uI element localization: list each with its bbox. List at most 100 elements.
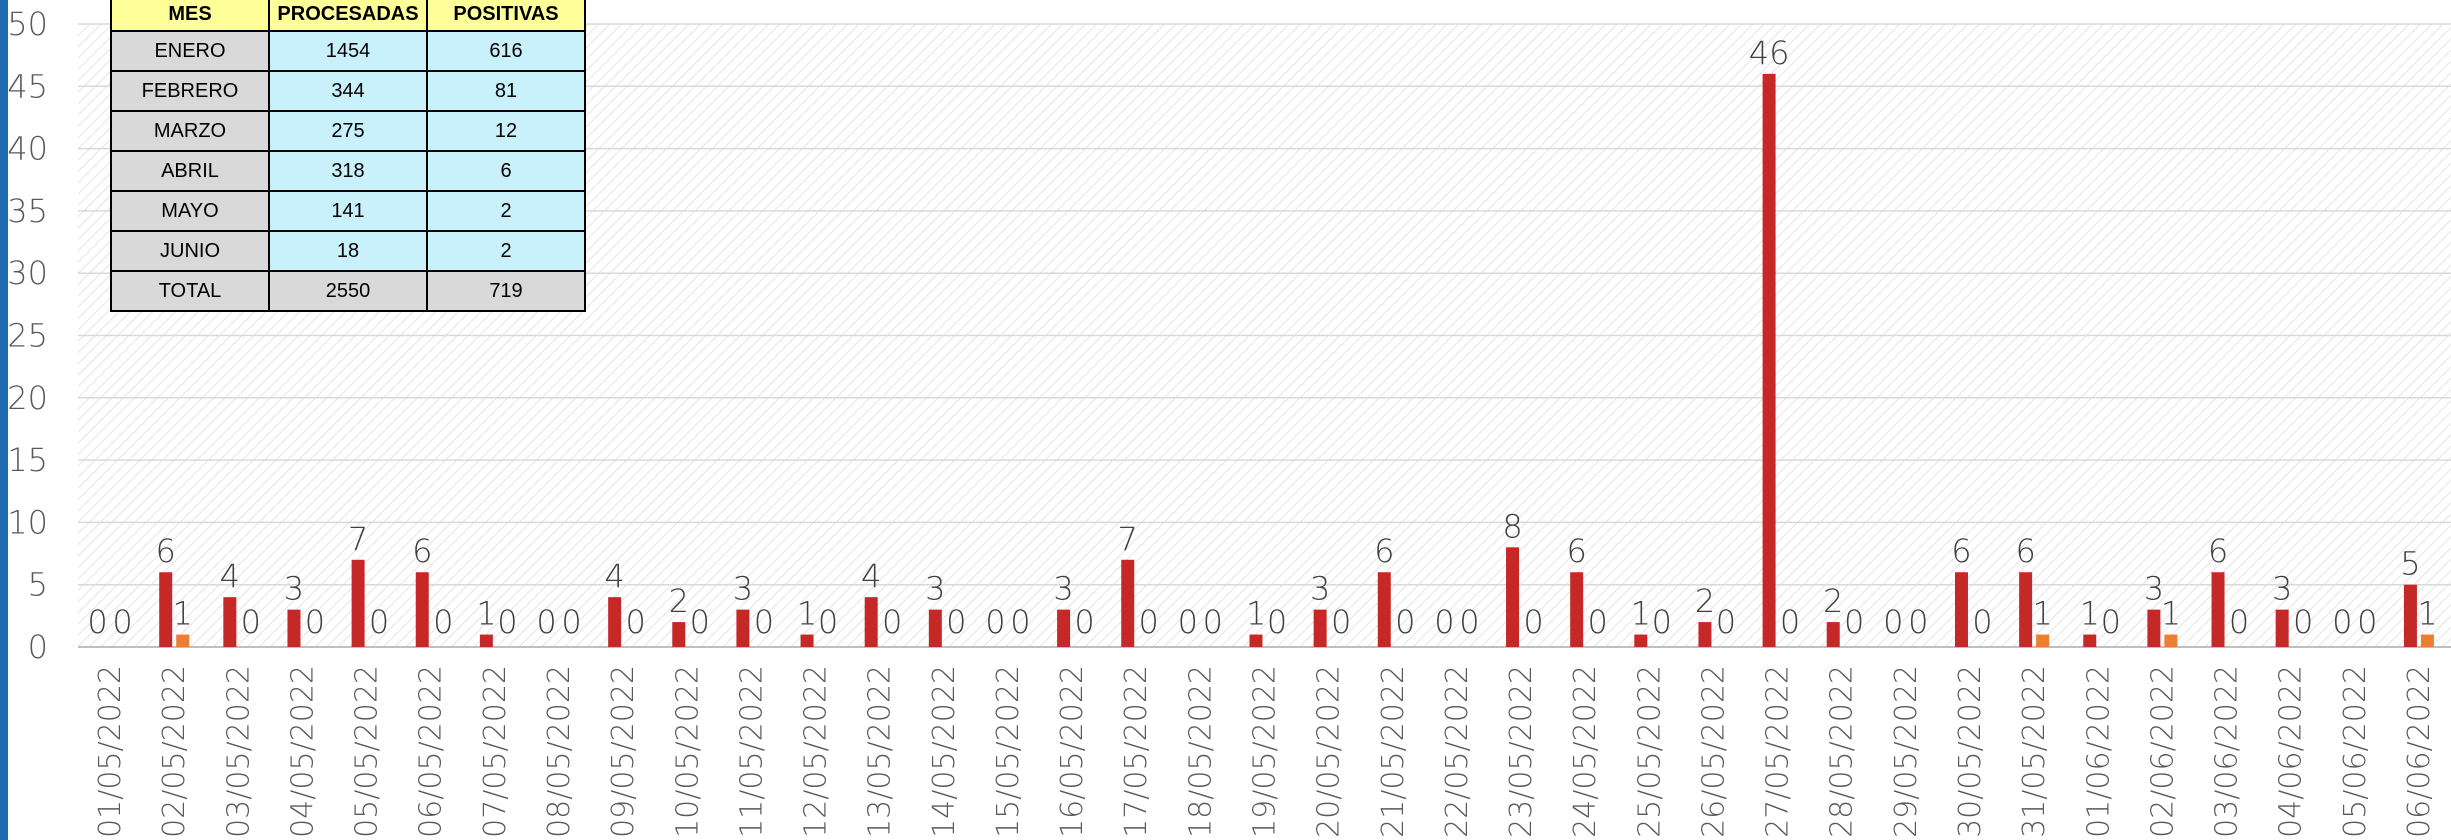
x-tick-label: 18/05/2022 — [1183, 665, 1218, 838]
data-label-series-2: 0 — [1010, 603, 1030, 641]
x-tick-label: 01/06/2022 — [2081, 665, 2116, 838]
data-label-series-1: 3 — [733, 570, 753, 608]
header-processed: PROCESADAS — [268, 0, 428, 32]
month-cell: ENERO — [110, 30, 270, 72]
data-label-series-2: 0 — [1587, 603, 1607, 641]
bar-series-1 — [800, 634, 814, 647]
x-tick-label: 13/05/2022 — [863, 665, 898, 838]
x-tick-label: 31/05/2022 — [2017, 665, 2052, 838]
data-label-series-2: 0 — [497, 603, 517, 641]
table-total-row: TOTAL 2550 719 — [110, 270, 586, 312]
positive-cell: 81 — [426, 70, 586, 112]
x-tick-label: 11/05/2022 — [734, 665, 769, 838]
data-label-series-1: 3 — [2144, 570, 2164, 608]
data-label-series-1: 0 — [536, 603, 556, 641]
table-row: JUNIO 18 2 — [110, 230, 586, 272]
data-label-series-1: 0 — [1434, 603, 1454, 641]
bar-series-2 — [2420, 634, 2434, 647]
x-tick-label: 24/05/2022 — [1568, 665, 1603, 838]
x-tick-label: 07/05/2022 — [478, 665, 513, 838]
table-row: ENERO 1454 616 — [110, 30, 586, 72]
bar-series-1 — [864, 597, 878, 647]
data-label-series-1: 1 — [1631, 595, 1651, 633]
x-tick-label: 14/05/2022 — [927, 665, 962, 838]
data-label-series-2: 0 — [1780, 603, 1800, 641]
data-label-series-1: 4 — [861, 557, 881, 595]
bar-series-1 — [608, 597, 622, 647]
data-label-series-1: 2 — [1695, 582, 1715, 620]
window-edge — [0, 0, 8, 840]
positive-cell: 6 — [426, 150, 586, 192]
x-tick-label: 20/05/2022 — [1312, 665, 1347, 838]
data-label-series-2: 0 — [1523, 603, 1543, 641]
x-tick-label: 28/05/2022 — [1825, 665, 1860, 838]
data-label-series-1: 3 — [925, 570, 945, 608]
data-label-series-2: 0 — [112, 603, 132, 641]
processed-cell: 18 — [268, 230, 428, 272]
processed-cell: 1454 — [268, 30, 428, 72]
positive-cell: 616 — [426, 30, 586, 72]
data-label-series-1: 2 — [1823, 582, 1843, 620]
x-tick-label: 04/05/2022 — [285, 665, 320, 838]
bar-series-1 — [1313, 609, 1327, 647]
data-label-series-2: 0 — [690, 603, 710, 641]
data-label-series-2: 0 — [625, 603, 645, 641]
bar-series-1 — [351, 559, 365, 647]
x-tick-label: 21/05/2022 — [1376, 665, 1411, 838]
data-label-series-1: 6 — [2015, 532, 2035, 570]
y-tick-label: 10 — [7, 503, 48, 541]
data-label-series-2: 0 — [1203, 603, 1223, 641]
data-label-series-2: 0 — [1652, 603, 1672, 641]
bar-series-1 — [1121, 559, 1135, 647]
data-label-series-2: 0 — [818, 603, 838, 641]
data-label-series-2: 0 — [1716, 603, 1736, 641]
bar-series-1 — [1954, 572, 1968, 647]
data-label-series-2: 0 — [241, 603, 261, 641]
data-label-series-1: 5 — [2400, 545, 2420, 583]
processed-cell: 318 — [268, 150, 428, 192]
bar-series-2 — [2036, 634, 2050, 647]
data-label-series-1: 6 — [156, 532, 176, 570]
table-row: ABRIL 318 6 — [110, 150, 586, 192]
y-tick-label: 40 — [7, 130, 48, 168]
month-cell: MAYO — [110, 190, 270, 232]
data-label-series-2: 0 — [1972, 603, 1992, 641]
total-label-cell: TOTAL — [110, 270, 270, 312]
month-cell: MARZO — [110, 110, 270, 152]
data-label-series-2: 0 — [754, 603, 774, 641]
month-cell: JUNIO — [110, 230, 270, 272]
data-label-series-1: 0 — [1883, 603, 1903, 641]
x-tick-label: 03/05/2022 — [221, 665, 256, 838]
data-label-series-2: 1 — [173, 595, 193, 633]
data-label-series-2: 0 — [1139, 603, 1159, 641]
table-row: FEBRERO 344 81 — [110, 70, 586, 112]
bar-series-1 — [287, 609, 301, 647]
month-cell: FEBRERO — [110, 70, 270, 112]
x-tick-label: 08/05/2022 — [542, 665, 577, 838]
total-processed-cell: 2550 — [268, 270, 428, 312]
y-tick-label: 15 — [7, 441, 48, 479]
data-label-series-1: 1 — [2080, 595, 2100, 633]
y-tick-label: 45 — [7, 67, 48, 105]
data-label-series-1: 4 — [604, 557, 624, 595]
data-label-series-1: 1 — [797, 595, 817, 633]
data-label-series-2: 1 — [2032, 595, 2052, 633]
x-tick-label: 09/05/2022 — [606, 665, 641, 838]
data-label-series-2: 0 — [1267, 603, 1287, 641]
data-label-series-1: 0 — [985, 603, 1005, 641]
y-tick-label: 25 — [7, 317, 48, 355]
bar-series-1 — [1826, 622, 1840, 647]
x-tick-label: 27/05/2022 — [1761, 665, 1796, 838]
y-tick-label: 20 — [7, 379, 48, 417]
data-label-series-1: 7 — [1118, 520, 1138, 558]
bar-series-1 — [736, 609, 750, 647]
x-tick-label: 16/05/2022 — [1055, 665, 1090, 838]
x-tick-label: 23/05/2022 — [1504, 665, 1539, 838]
y-tick-label: 0 — [28, 628, 48, 666]
bar-series-1 — [1634, 634, 1648, 647]
data-label-series-2: 0 — [1395, 603, 1415, 641]
data-label-series-1: 6 — [2208, 532, 2228, 570]
processed-cell: 344 — [268, 70, 428, 112]
bar-series-1 — [223, 597, 237, 647]
month-cell: ABRIL — [110, 150, 270, 192]
